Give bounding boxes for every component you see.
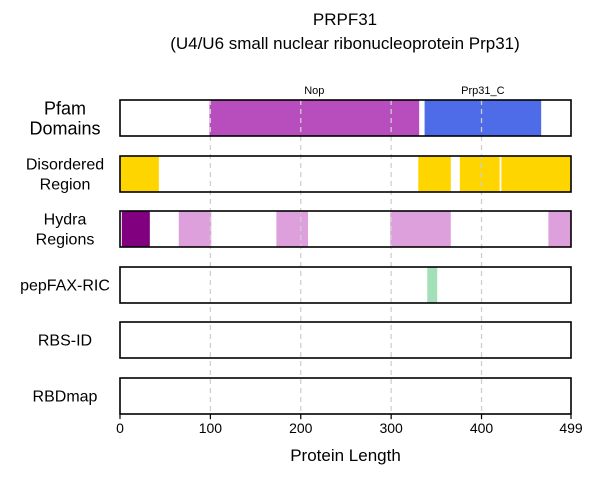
chart-title: PRPF31 [312, 10, 378, 29]
track-1-segment-0 [120, 156, 159, 192]
track-1-segment-2 [459, 156, 500, 192]
track-frame-0 [119, 99, 572, 137]
track-label-5: RBDmap [33, 389, 98, 406]
track-label-4: RBS-ID [38, 333, 92, 350]
track-label-3: pepFAX-RIC [20, 278, 110, 295]
chart-subtitle: (U4/U6 small nuclear ribonucleoprotein P… [170, 34, 520, 53]
track-2-segment-4 [548, 211, 571, 247]
track-3-segment-0 [427, 267, 438, 303]
track-label-2: Hydra Regions [36, 212, 95, 249]
track-1-segment-1 [418, 156, 451, 192]
x-tick-label-3: 300 [379, 420, 403, 436]
x-tick-label-5: 499 [559, 420, 583, 436]
track-frame-5 [119, 377, 572, 415]
track-2-segment-1 [178, 211, 212, 247]
x-axis-label: Protein Length [290, 446, 401, 465]
x-tick-label-2: 200 [289, 420, 313, 436]
track-frame-2 [119, 210, 572, 248]
track-2-segment-3 [390, 211, 451, 247]
track-label-0: Pfam Domains [29, 98, 100, 138]
track-0-segment-0 [209, 100, 420, 136]
track-frame-4 [119, 321, 572, 359]
track-0-segment-1 [424, 100, 542, 136]
track-label-1: Disordered Region [26, 157, 104, 194]
x-tick-label-4: 400 [470, 420, 494, 436]
track-2-segment-2 [276, 211, 308, 247]
track-1-segment-3 [501, 156, 571, 192]
domain-label-nop: Nop [304, 85, 324, 97]
domain-label-prp31-c: Prp31_C [461, 85, 504, 97]
track-2-segment-0 [121, 211, 150, 247]
x-tick-label-1: 100 [199, 420, 223, 436]
track-frame-3 [119, 266, 572, 304]
x-tick-label-0: 0 [116, 420, 124, 436]
track-frame-1 [119, 155, 572, 193]
